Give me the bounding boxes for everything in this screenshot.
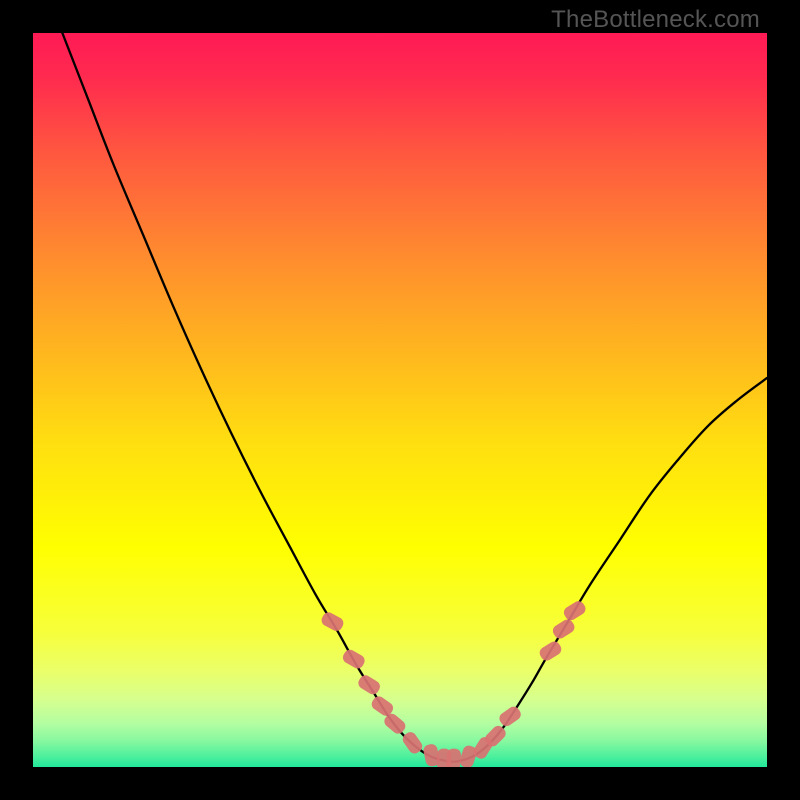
chart-frame: TheBottleneck.com [0,0,800,800]
watermark-text: TheBottleneck.com [551,6,760,34]
gradient-background [33,33,767,767]
plot-area [33,33,767,767]
chart-svg [33,33,767,767]
